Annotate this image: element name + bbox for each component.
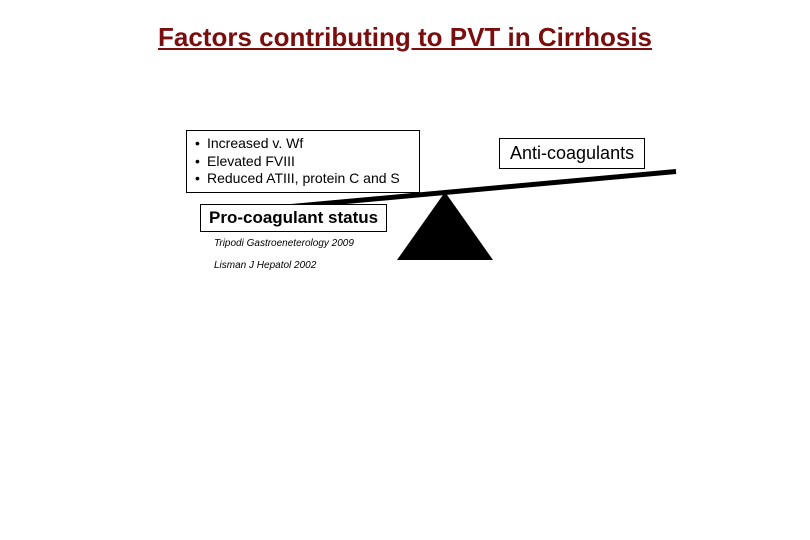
factor-text: Reduced ATIII, protein C and S [207,170,400,186]
factor-text: Elevated FVIII [207,153,295,169]
factor-text: Increased v. Wf [207,135,303,151]
factor-item: •Elevated FVIII [195,153,411,171]
reference-1: Tripodi Gastroeneterology 2009 [214,238,354,249]
fulcrum-triangle [397,192,493,260]
page-title: Factors contributing to PVT in Cirrhosis [158,22,652,53]
pro-coagulant-box: Pro-coagulant status [200,204,387,232]
reference-2: Lisman J Hepatol 2002 [214,260,316,271]
factors-box: •Increased v. Wf •Elevated FVIII •Reduce… [186,130,420,193]
factor-item: •Reduced ATIII, protein C and S [195,170,411,188]
factor-item: •Increased v. Wf [195,135,411,153]
anti-coagulants-box: Anti-coagulants [499,138,645,169]
